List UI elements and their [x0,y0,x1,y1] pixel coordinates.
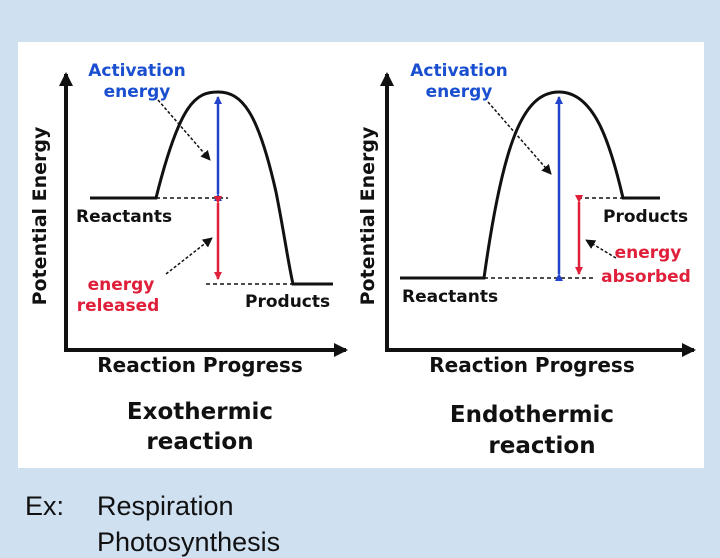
exo-reactants-label: Reactants [76,207,172,227]
exo-energy-label-line1: energy [88,275,155,295]
exo-activation-label-line2: energy [104,82,171,102]
endo-energy-label-line2: absorbed [601,267,691,287]
endothermic-diagram: Potential Energy Reaction Progress Activ… [357,61,696,459]
example-item-photosynthesis: Photosynthesis [97,527,281,557]
exo-activation-pointer [157,99,211,161]
endo-caption-line1: Endothermic [450,402,614,428]
exo-y-axis-label: Potential Energy [29,126,51,305]
endo-products-label: Products [603,207,688,227]
energy-diagrams-svg: Potential Energy Reaction Progress Activ… [29,61,696,459]
energy-diagram-panel: Potential Energy Reaction Progress Activ… [18,42,704,468]
exo-caption-line1: Exothermic [127,399,273,425]
endo-y-axis-label: Potential Energy [357,126,379,305]
exo-activation-label-line1: Activation [88,61,185,81]
exo-products-label: Products [245,292,330,312]
endo-activation-pointer [487,101,552,175]
endo-energy-label-line1: energy [615,243,682,263]
endo-energy-pointer [585,239,617,259]
example-item-respiration: Respiration [97,491,234,521]
exo-energy-curve [90,90,333,286]
exothermic-diagram: Potential Energy Reaction Progress Activ… [29,61,348,455]
endo-x-axis-label: Reaction Progress [429,353,635,377]
endo-activation-label-line1: Activation [410,61,507,81]
endo-reactants-label: Reactants [402,287,498,307]
examples-label: Ex: [25,491,65,521]
endo-energy-curve [400,90,660,280]
endo-caption-line2: reaction [488,433,595,459]
exo-x-axis-label: Reaction Progress [97,353,303,377]
exo-caption-line2: reaction [146,429,253,455]
exo-energy-label-line2: released [77,296,160,316]
endo-activation-label-line2: energy [426,82,493,102]
exo-energy-pointer [165,237,213,275]
